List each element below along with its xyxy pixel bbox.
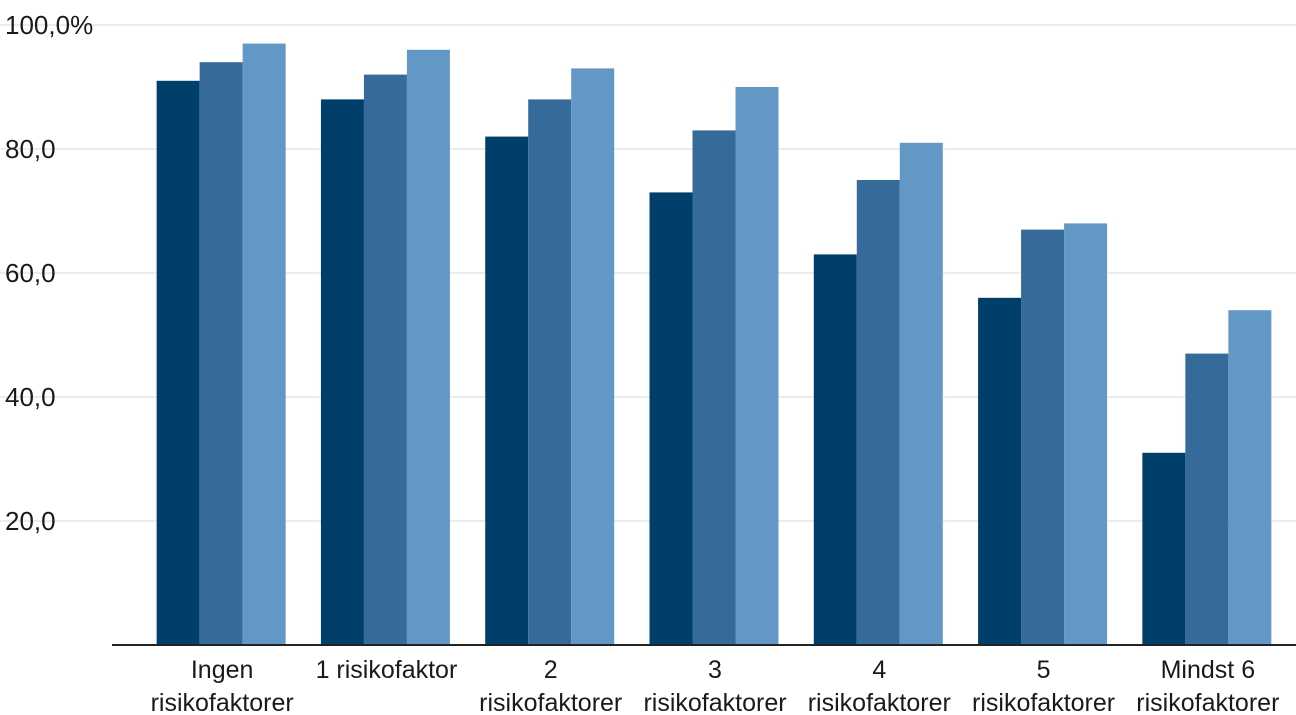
bar <box>899 142 943 646</box>
bar <box>1228 310 1272 645</box>
x-tick-label: 2 risikofaktorer <box>479 656 622 715</box>
x-tick-label: 3 risikofaktorer <box>643 656 786 715</box>
y-tick-label: 60,0 <box>5 258 56 288</box>
bar <box>978 297 1022 645</box>
bar <box>406 49 450 646</box>
x-tick-label: Mindst 6 risikofaktorer <box>1136 656 1279 715</box>
bar <box>1021 229 1065 645</box>
bar <box>363 74 407 646</box>
bar <box>571 68 615 645</box>
bar <box>856 180 900 645</box>
x-tick-labels: Ingen risikofaktorer 1 risikofaktor 2 risiko… <box>151 656 1280 715</box>
bar <box>1142 452 1186 645</box>
y-tick-label: 100,0% <box>5 10 93 40</box>
bar <box>485 136 529 645</box>
bar <box>813 254 857 645</box>
y-tick-labels: 20,0 40,0 60,0 80,0 100,0% <box>5 10 93 536</box>
x-tick-label: 1 risikofaktor <box>316 656 458 684</box>
bar <box>1064 223 1108 645</box>
y-tick-label: 40,0 <box>5 382 56 412</box>
y-tick-label: 20,0 <box>5 506 56 536</box>
bar <box>199 62 243 645</box>
y-tick-label: 80,0 <box>5 134 56 164</box>
bar <box>735 87 779 645</box>
x-tick-label: 5 risikofaktorer <box>972 656 1115 715</box>
x-tick-label: 4 risikofaktorer <box>808 656 951 715</box>
bar <box>156 80 200 646</box>
bar <box>528 99 572 645</box>
bar <box>242 43 286 646</box>
bar <box>1185 353 1229 645</box>
x-tick-label: Ingen risikofaktorer <box>151 656 294 715</box>
bar <box>649 192 693 645</box>
bar <box>692 130 736 645</box>
bars <box>156 43 1272 646</box>
bar <box>320 99 364 645</box>
